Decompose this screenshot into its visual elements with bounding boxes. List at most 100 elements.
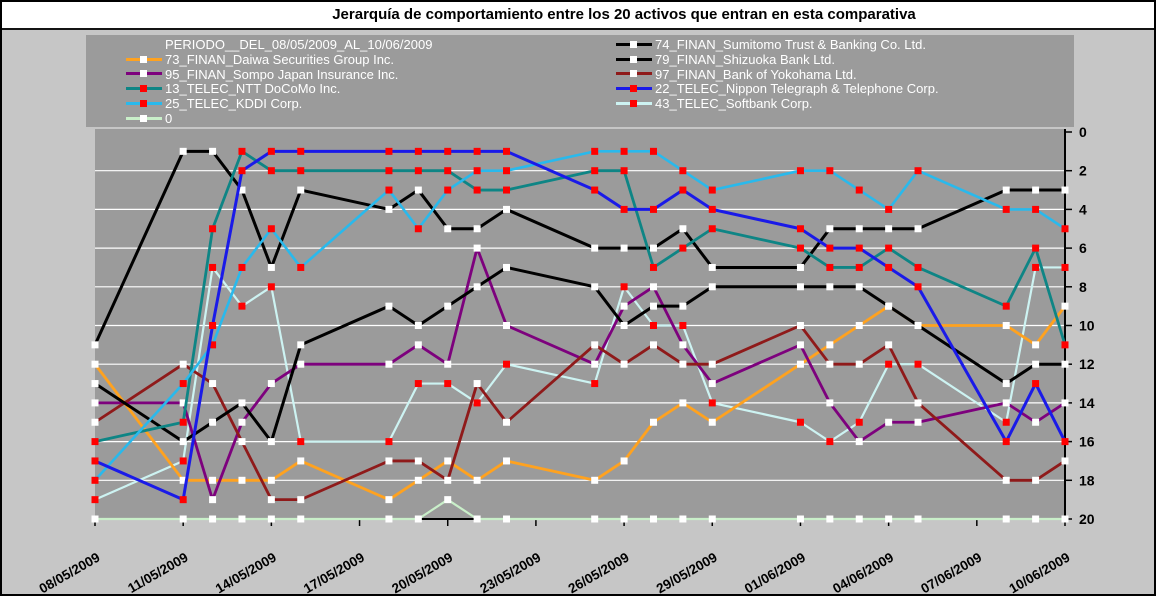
data-point-marker [620,167,628,175]
data-point-marker [796,167,804,175]
data-point-marker [209,263,217,271]
data-point-marker [826,283,834,291]
data-point-marker [297,515,305,523]
data-point-marker [91,457,99,465]
data-point-marker [885,418,893,426]
series-line [94,265,1065,444]
series-line [94,324,1066,502]
data-point-marker [267,476,275,484]
data-point-marker [267,225,275,233]
data-point-marker [1002,302,1010,310]
data-point-marker [855,263,863,271]
legend-item-97: 97_FINAN_Bank of Yokohama Ltd. [616,67,939,82]
data-point-marker [503,322,511,329]
legend-swatch-icon [126,55,162,64]
data-point-marker [1032,263,1040,271]
data-point-marker [179,380,187,388]
data-point-marker [1002,322,1010,329]
data-point-marker [267,167,275,175]
data-point-marker [179,457,187,465]
data-point-marker [473,167,481,175]
data-point-marker [444,225,452,233]
legend-swatch-icon [616,84,652,93]
data-point-marker [649,263,657,271]
data-point-marker [1032,380,1040,388]
data-point-marker [679,322,687,329]
data-point-marker [796,244,804,252]
data-point-marker [91,496,99,504]
data-point-marker [385,147,393,155]
data-point-marker [179,360,187,368]
data-point-marker [591,283,599,291]
data-point-marker [385,205,393,213]
data-point-marker [297,167,305,175]
x-tick-label: 29/05/2009 [654,550,720,596]
data-point-marker [679,244,687,252]
legend-column-left: PERIODO__DEL_08/05/2009_AL_10/06/2009 73_… [126,37,432,126]
data-point-marker [1061,457,1069,465]
data-point-marker [91,438,99,446]
data-point-marker [238,476,246,484]
y-tick-label: 14 [1079,395,1095,411]
data-point-marker [267,496,275,504]
y-tick-label: 10 [1079,318,1095,334]
x-tick-label: 08/05/2009 [36,550,102,596]
data-point-marker [855,225,863,233]
series-22 [91,147,1069,504]
data-point-marker [679,186,687,194]
data-point-marker [620,515,628,523]
legend-marker-icon [140,55,147,63]
data-point-marker [679,515,687,523]
data-point-marker [385,438,393,446]
data-point-marker [414,476,422,484]
data-point-marker [414,186,422,194]
data-point-marker [473,147,481,155]
legend-marker-icon [140,70,147,78]
data-point-marker [796,418,804,426]
data-point-marker [855,322,863,329]
data-point-marker [855,283,863,291]
y-tick-label: 6 [1079,240,1087,256]
data-point-marker [591,244,599,252]
x-tick-label: 23/05/2009 [477,550,543,596]
x-tick-label: 26/05/2009 [566,550,632,596]
series-line [93,149,1065,346]
plot-area [95,129,1065,519]
data-point-marker [238,515,246,523]
data-point-marker [503,147,511,155]
data-point-marker [209,476,217,484]
y-tick-label: 2 [1079,163,1087,179]
data-point-marker [620,244,628,252]
data-point-marker [179,496,187,504]
data-point-marker [414,341,422,349]
data-point-marker [620,360,628,368]
data-point-marker [708,399,716,407]
legend-marker-icon [140,100,147,108]
data-point-marker [1002,399,1010,407]
chart-title: Jerarquía de comportamiento entre los 20… [332,6,916,23]
legend-swatch-icon [126,114,162,123]
y-tick-label: 4 [1079,201,1087,217]
data-point-marker [826,167,834,175]
legend-label: 95_FINAN_Sompo Japan Insurance Inc. [165,66,399,82]
data-point-marker [179,438,187,446]
data-point-marker [1061,360,1069,368]
data-point-marker [179,147,187,155]
data-point-marker [796,283,804,291]
data-point-marker [297,438,305,446]
data-point-marker [708,225,716,233]
data-point-marker [267,263,275,271]
data-point-marker [679,225,687,233]
data-point-marker [91,476,99,484]
legend-label: 25_TELEC_KDDI Corp. [165,96,303,112]
data-point-marker [649,322,657,329]
data-point-marker [91,380,99,388]
y-tick-label: 16 [1079,434,1095,450]
data-point-marker [1032,341,1040,349]
data-point-marker [444,186,452,194]
title-band: Jerarquía de comportamiento entre los 20… [2,2,1154,30]
data-point-marker [826,360,834,368]
data-point-marker [796,225,804,233]
data-point-marker [209,380,217,388]
